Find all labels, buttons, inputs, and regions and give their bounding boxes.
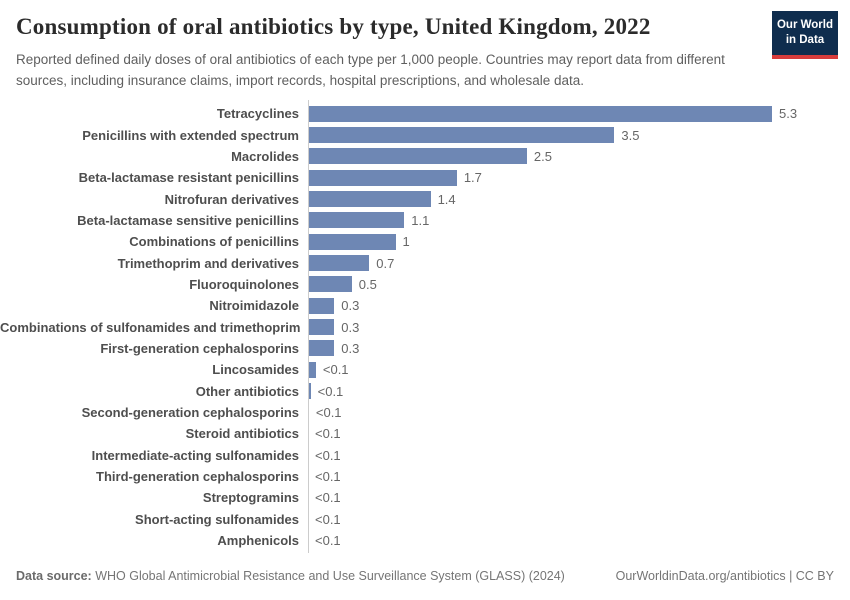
- table-row: Lincosamides <0.1: [0, 359, 850, 380]
- owid-url-link[interactable]: OurWorldinData.org/antibiotics | CC BY: [615, 569, 834, 583]
- bar: [308, 383, 311, 400]
- value-label: 0.7: [376, 255, 395, 271]
- value-label: 0.5: [358, 276, 377, 292]
- table-row: Amphenicols <0.1: [0, 530, 850, 551]
- value-label: <0.1: [315, 490, 341, 506]
- table-row: Nitrofuran derivatives 1.4: [0, 188, 850, 209]
- table-row: Second-generation cephalosporins <0.1: [0, 402, 850, 423]
- value-label: <0.1: [315, 533, 341, 549]
- category-label: Tetracyclines: [216, 106, 299, 122]
- data-source-text: WHO Global Antimicrobial Resistance and …: [91, 569, 565, 583]
- value-label: <0.1: [315, 469, 341, 485]
- table-row: Third-generation cephalosporins <0.1: [0, 466, 850, 487]
- chart-subtitle: Reported defined daily doses of oral ant…: [16, 52, 725, 89]
- value-label: <0.1: [315, 426, 341, 442]
- category-label: Beta-lactamase resistant penicillins: [78, 170, 299, 186]
- owid-logo-line2: in Data: [785, 33, 825, 46]
- value-label: 1.7: [463, 170, 482, 186]
- value-label: <0.1: [317, 383, 344, 399]
- owid-logo-line1: Our World: [776, 19, 833, 31]
- category-label: Combinations of penicillins: [129, 234, 299, 250]
- bar: [308, 127, 615, 144]
- page-title: Consumption of oral antibiotics by type,…: [16, 14, 651, 39]
- category-label: Penicillins with extended spectrum: [82, 127, 299, 143]
- category-label: Nitroimidazole: [209, 298, 299, 314]
- category-label: Streptogramins: [202, 490, 299, 506]
- table-row: Fluoroquinolones 0.5: [0, 274, 850, 295]
- table-row: Short-acting sulfonamides <0.1: [0, 509, 850, 530]
- bar: [308, 297, 335, 314]
- bar: [308, 191, 431, 208]
- category-label: Lincosamides: [212, 362, 299, 378]
- value-label: <0.1: [315, 404, 342, 420]
- chart-header: Consumption of oral antibiotics by type,…: [16, 11, 838, 92]
- table-row: Steroid antibiotics <0.1: [0, 423, 850, 444]
- bar: [308, 105, 772, 122]
- owid-logo[interactable]: Our World in Data: [772, 11, 838, 60]
- table-row: Intermediate-acting sulfonamides <0.1: [0, 445, 850, 466]
- bar: [308, 233, 396, 250]
- bar-chart: Tetracyclines 5.3 Penicillins with extende…: [0, 100, 850, 554]
- table-row: Nitroimidazole 0.3: [0, 295, 850, 316]
- category-label: Intermediate-acting sulfonamides: [91, 447, 299, 463]
- table-row: First-generation cephalosporins 0.3: [0, 338, 850, 359]
- value-label: 1: [402, 234, 410, 250]
- value-label: 1.4: [437, 191, 456, 207]
- value-label: 0.3: [341, 340, 360, 356]
- value-label: <0.1: [315, 511, 341, 527]
- value-label: 0.3: [341, 298, 360, 314]
- category-label: Beta-lactamase sensitive penicillins: [77, 212, 299, 228]
- bar: [308, 212, 405, 229]
- value-label: <0.1: [322, 362, 349, 378]
- table-row: Other antibiotics <0.1: [0, 380, 850, 401]
- bar: [308, 340, 335, 357]
- value-label: 2.5: [533, 148, 552, 164]
- value-label: <0.1: [315, 447, 341, 463]
- y-axis-line: [308, 100, 309, 554]
- table-row: Penicillins with extended spectrum 3.5: [0, 124, 850, 145]
- bar: [308, 255, 370, 272]
- category-label: Third-generation cephalosporins: [96, 469, 299, 485]
- category-label: Amphenicols: [217, 533, 299, 549]
- value-label: 5.3: [779, 106, 798, 122]
- data-source-label: Data source:: [16, 569, 92, 583]
- chart-footer: Data source: WHO Global Antimicrobial Re…: [16, 569, 834, 583]
- bar: [308, 319, 335, 336]
- category-label: Short-acting sulfonamides: [135, 511, 299, 527]
- category-label: Fluoroquinolones: [189, 276, 299, 292]
- category-label: Other antibiotics: [195, 383, 299, 399]
- category-label: Combinations of sulfonamides and trimeth…: [0, 319, 301, 335]
- table-row: Combinations of sulfonamides and trimeth…: [0, 316, 850, 337]
- table-row: Macrolides 2.5: [0, 146, 850, 167]
- category-label: First-generation cephalosporins: [100, 340, 299, 356]
- bar: [308, 276, 352, 293]
- bar: [308, 148, 527, 165]
- value-label: 0.3: [341, 319, 360, 335]
- table-row: Beta-lactamase resistant penicillins 1.7: [0, 167, 850, 188]
- data-source: Data source: WHO Global Antimicrobial Re…: [16, 569, 565, 583]
- chart-rows: Tetracyclines 5.3 Penicillins with extende…: [0, 103, 850, 551]
- table-row: Trimethoprim and derivatives 0.7: [0, 252, 850, 273]
- table-row: Combinations of penicillins 1: [0, 231, 850, 252]
- table-row: Streptogramins <0.1: [0, 487, 850, 508]
- table-row: Beta-lactamase sensitive penicillins 1.1: [0, 210, 850, 231]
- value-label: 1.1: [411, 212, 430, 228]
- bar: [308, 169, 457, 186]
- value-label: 3.5: [621, 127, 640, 143]
- category-label: Nitrofuran derivatives: [164, 191, 299, 207]
- category-label: Second-generation cephalosporins: [81, 404, 299, 420]
- bar: [308, 361, 316, 378]
- category-label: Trimethoprim and derivatives: [117, 255, 299, 271]
- table-row: Tetracyclines 5.3: [0, 103, 850, 124]
- category-label: Steroid antibiotics: [185, 426, 299, 442]
- category-label: Macrolides: [231, 148, 299, 164]
